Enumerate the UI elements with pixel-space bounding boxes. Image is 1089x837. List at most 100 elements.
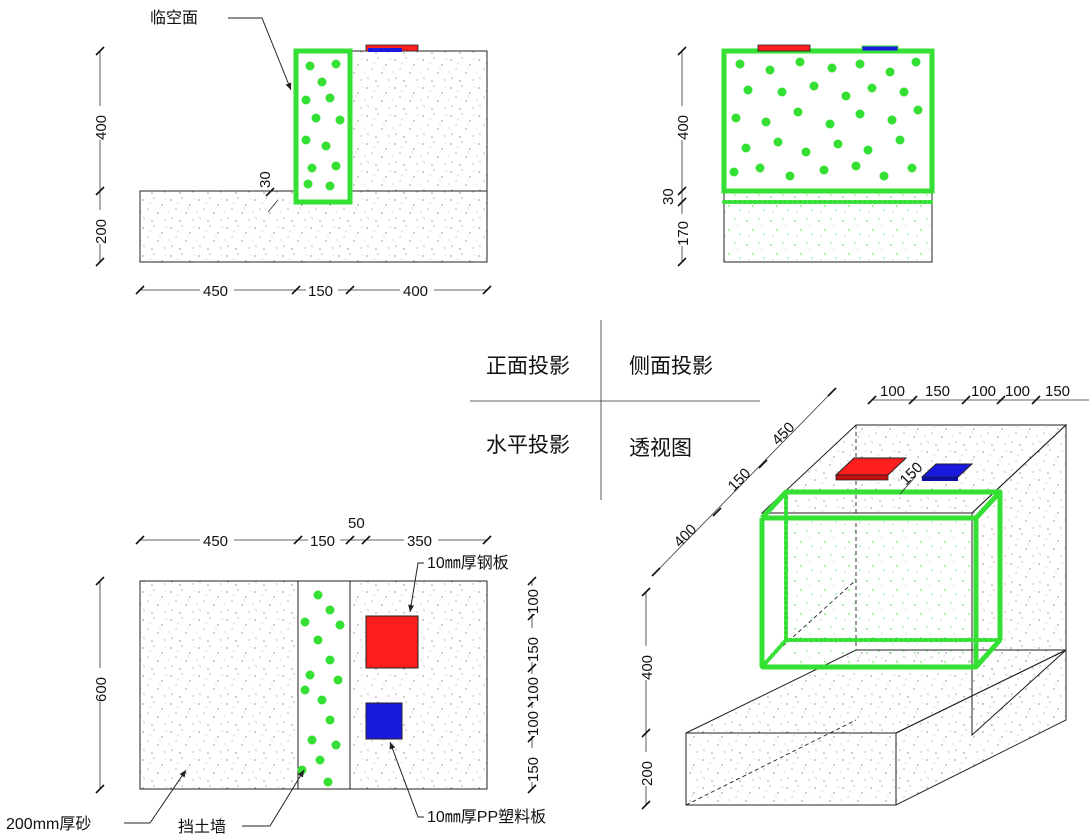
front-soil-block [349, 50, 488, 192]
dim-plan-350: 350 [407, 533, 432, 550]
front-v-dims: 400 200 [92, 46, 110, 267]
aggregate-dot [765, 65, 775, 75]
plastic-plate-leader [389, 741, 424, 818]
dim-plan-150: 150 [310, 533, 335, 550]
plan-plastic-plate [365, 702, 403, 740]
side-wall-dots [729, 57, 923, 181]
dim-side-400: 400 [675, 115, 692, 140]
side-plastic-plate [861, 45, 899, 52]
aggregate-dot [729, 167, 739, 177]
aggregate-dot [855, 109, 865, 119]
dim-persp-150: 150 [725, 465, 755, 495]
plan-h-dims: 450 150 50 350 [135, 515, 492, 550]
dim-side-30: 30 [660, 188, 677, 205]
aggregate-dot [885, 67, 895, 77]
aggregate-dot [913, 105, 923, 115]
aggregate-dot [741, 143, 751, 153]
dim-front-400-v: 400 [93, 115, 110, 140]
dim-persp-400-v: 400 [639, 655, 656, 680]
aggregate-dot [325, 93, 335, 103]
front-wall-dots [301, 59, 345, 191]
aggregate-dot [809, 81, 819, 91]
aggregate-dot [899, 87, 909, 97]
dim-persp-top-100c: 100 [1005, 383, 1030, 400]
dim-front-30: 30 [257, 171, 274, 188]
persp-wall-fill [786, 515, 976, 665]
label-front-projection: 正面投影 [486, 355, 570, 378]
dim-plan-r-100b: 100 [525, 677, 542, 702]
aggregate-dot [303, 179, 313, 189]
aggregate-dot [323, 777, 333, 787]
dim-plan-r-150b: 150 [525, 757, 542, 782]
dim-plan-600: 600 [93, 677, 110, 702]
aggregate-dot [300, 685, 310, 695]
aggregate-dot [879, 171, 889, 181]
plan-wall-dots [297, 590, 345, 787]
aggregate-dot [801, 147, 811, 157]
aggregate-dot [335, 115, 345, 125]
dim-persp-450: 450 [769, 419, 799, 449]
dim-front-150: 150 [308, 283, 333, 300]
aggregate-dot [731, 113, 741, 123]
front-retaining-wall [293, 48, 353, 205]
label-steel-plate: 10㎜厚钢板 [427, 554, 509, 572]
label-retaining-wall: 挡土墙 [178, 818, 226, 836]
aggregate-dot [867, 83, 877, 93]
dim-persp-top-100a: 100 [880, 383, 905, 400]
perspective-view: 100 150 100 100 150 450 150 400 150 400 [638, 383, 1089, 810]
dim-plan-r-150a: 150 [525, 637, 542, 662]
dim-plan-r-100c: 100 [525, 711, 542, 736]
aggregate-dot [333, 675, 343, 685]
aggregate-dot [331, 161, 341, 171]
aggregate-dot [887, 115, 897, 125]
aggregate-dot [907, 163, 917, 173]
persp-base-front [685, 732, 897, 806]
aggregate-dot [833, 139, 843, 149]
aggregate-dot [777, 87, 787, 97]
aggregate-dot [325, 605, 335, 615]
persp-wall-box [759, 489, 1003, 670]
persp-v-dims: 400 200 [638, 587, 656, 810]
dim-persp-200-v: 200 [639, 761, 656, 786]
steel-plate-leader [408, 562, 424, 613]
dim-persp-400: 400 [671, 521, 701, 551]
dim-front-450: 450 [203, 283, 228, 300]
aggregate-dot [305, 61, 315, 71]
aggregate-dot [735, 59, 745, 69]
aggregate-dot [331, 59, 341, 69]
aggregate-dot [863, 145, 873, 155]
plan-v-dim-left: 600 [92, 576, 110, 794]
label-plan-projection: 水平投影 [486, 434, 570, 457]
aggregate-dot [305, 670, 315, 680]
aggregate-dot [317, 77, 327, 87]
aggregate-dot [819, 165, 829, 175]
aggregate-dot [773, 137, 783, 147]
plan-steel-plate [365, 615, 419, 669]
plan-v-dims-right: 100 150 100 100 150 [524, 576, 542, 794]
aggregate-dot [825, 119, 835, 129]
aggregate-dot [325, 181, 335, 191]
persp-plate-gap-line [899, 475, 917, 495]
dim-plan-50: 50 [348, 515, 365, 532]
label-plastic-plate: 10㎜厚PP塑料板 [427, 808, 546, 826]
callout-free-face-leader [228, 17, 292, 91]
side-steel-plate [757, 44, 811, 52]
aggregate-dot [911, 57, 921, 67]
dim-plan-450: 450 [203, 533, 228, 550]
front-h-dims: 450 150 400 [135, 282, 492, 300]
label-sand: 200mm厚砂 [6, 815, 91, 833]
aggregate-dot [761, 117, 771, 127]
callout-free-face: 临空面 [150, 9, 198, 27]
plan-view: 450 150 50 350 600 100 150 [6, 515, 546, 836]
aggregate-dot [895, 135, 905, 145]
aggregate-dot [855, 59, 865, 69]
aggregate-dot [331, 740, 341, 750]
dim-persp-top-100b: 100 [971, 383, 996, 400]
dim-front-400: 400 [403, 283, 428, 300]
dim-side-170: 170 [675, 221, 692, 246]
plan-retaining-wall [297, 580, 351, 790]
aggregate-dot [321, 141, 331, 151]
persp-hidden-edge-3 [685, 719, 857, 806]
